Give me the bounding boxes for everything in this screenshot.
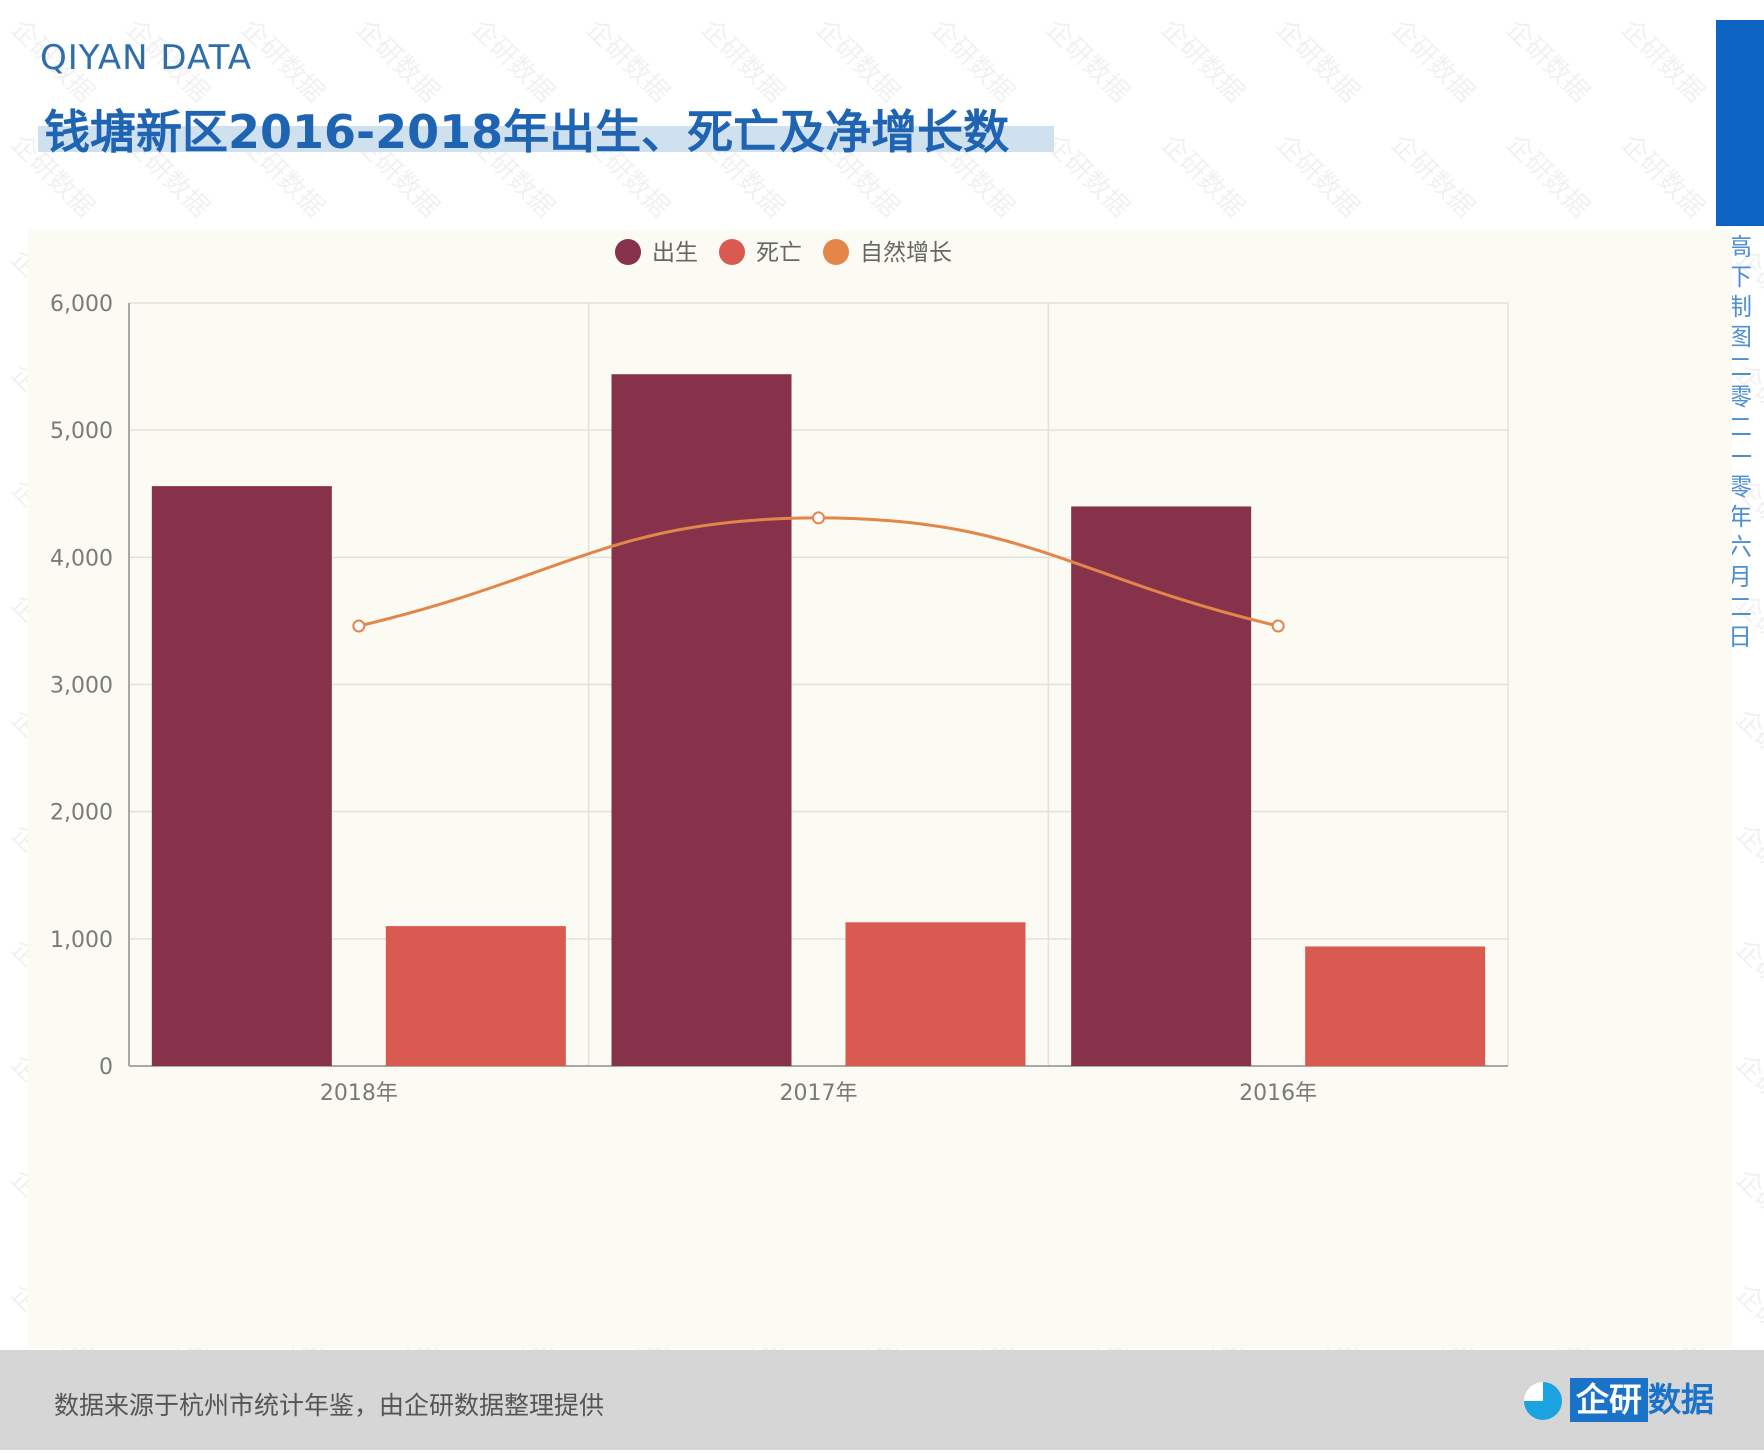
watermark-text: 企研数据 <box>1730 1049 1764 1144</box>
growth-point <box>1271 619 1285 633</box>
data-source-note: 数据来源于杭州市统计年鉴，由企研数据整理提供 <box>54 1391 605 1420</box>
legend-label: 自然增长 <box>860 240 952 266</box>
page-title: 钱塘新区2016-2018年出生、死亡及净增长数 <box>44 105 1010 159</box>
watermark-text: 企研数据 <box>1270 129 1365 224</box>
watermark-text: 企研数据 <box>1155 129 1250 224</box>
x-tick-label: 2018年 <box>320 1081 398 1106</box>
chart-panel: 0 1,000 2,000 3,000 4,000 5,000 6,000 2018年 2017… <box>28 230 1732 1348</box>
x-tick-label: 2016年 <box>1239 1081 1317 1106</box>
bar-death <box>1305 946 1486 1066</box>
bar-death <box>385 926 566 1066</box>
watermark-text: 企研数据 <box>1270 14 1365 109</box>
watermark-text: 企研数据 <box>1500 14 1595 109</box>
footer: 数据来源于杭州市统计年鉴，由企研数据整理提供 企研 数据 <box>0 1350 1764 1450</box>
bar-line-chart: 0 1,000 2,000 3,000 4,000 5,000 6,000 2018年 2017… <box>50 239 1509 1106</box>
legend-marker-icon <box>719 239 745 265</box>
x-tick-label: 2017年 <box>780 1081 858 1106</box>
y-tick-label: 1,000 <box>50 928 113 953</box>
watermark-text: 企研数据 <box>1730 934 1764 1029</box>
legend-label: 出生 <box>652 240 698 266</box>
title-block: 钱塘新区2016-2018年出生、死亡及净增长数 <box>38 94 1054 159</box>
brand-label: QIYAN DATA <box>40 38 253 78</box>
y-tick-label: 4,000 <box>50 546 113 571</box>
watermark-text: 企研数据 <box>1155 14 1250 109</box>
y-tick-label: 6,000 <box>50 292 113 317</box>
logo-text: 数据 <box>1648 1380 1714 1419</box>
y-tick-label: 0 <box>99 1055 113 1080</box>
logo-box-text: 企研 <box>1570 1378 1648 1422</box>
watermark-text: 企研数据 <box>1615 14 1710 109</box>
y-tick-label: 3,000 <box>50 674 113 699</box>
bar-birth <box>151 486 332 1066</box>
legend-marker-icon <box>823 239 849 265</box>
y-tick-label: 2,000 <box>50 801 113 826</box>
growth-point <box>352 619 366 633</box>
legend-marker-icon <box>615 239 641 265</box>
side-accent-bar <box>1716 20 1764 226</box>
watermark-text: 企研数据 <box>1040 129 1135 224</box>
watermark-text: 企研数据 <box>1385 129 1480 224</box>
y-tick-label: 5,000 <box>50 419 113 444</box>
watermark-text: 企研数据 <box>1730 819 1764 914</box>
bar-birth <box>611 374 792 1066</box>
watermark-text: 企研数据 <box>1615 129 1710 224</box>
growth-point <box>812 511 825 525</box>
logo-mark-icon <box>1524 1382 1562 1420</box>
title-highlight <box>38 126 1054 152</box>
watermark-text: 企研数据 <box>1385 14 1480 109</box>
legend-label: 死亡 <box>756 240 802 266</box>
watermark-text: 企研数据 <box>1500 129 1595 224</box>
watermark-text: 企研数据 <box>1730 1164 1764 1259</box>
bar-birth <box>1071 506 1252 1066</box>
watermark-text: 企研数据 <box>1730 704 1764 799</box>
bar-death <box>845 922 1026 1066</box>
watermark-text: 企研数据 <box>1040 14 1135 109</box>
company-logo[interactable]: 企研 数据 <box>1524 1376 1744 1426</box>
side-credit-text: 高下制图 二零二一零年六月二日 <box>1728 233 1752 651</box>
